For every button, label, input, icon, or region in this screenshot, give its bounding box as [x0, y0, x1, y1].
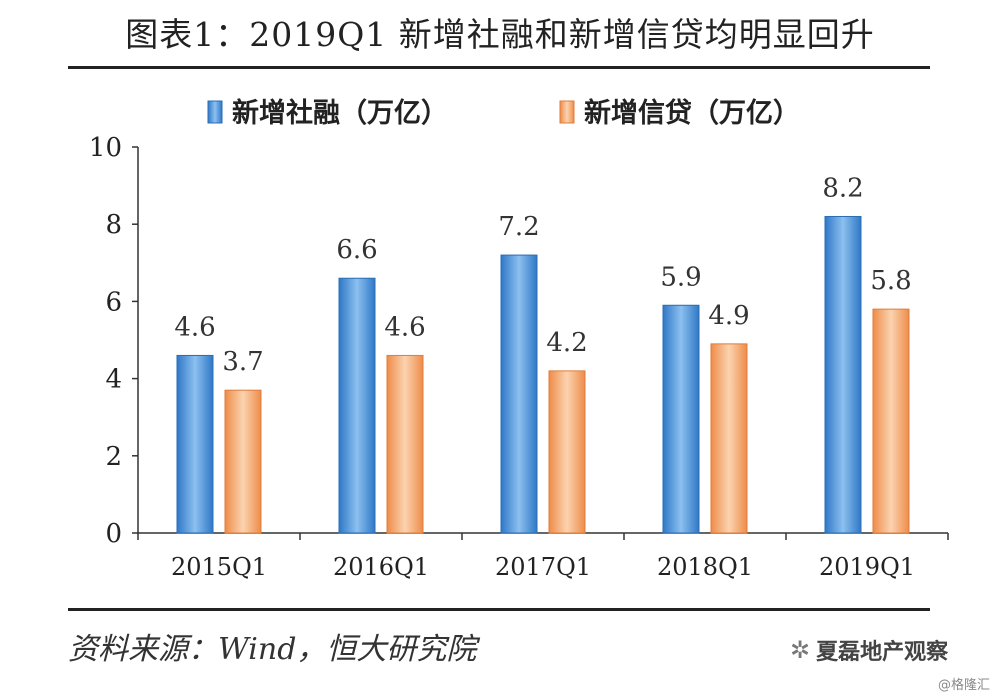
bar-series-2	[872, 308, 910, 534]
credit-label: @格隆汇	[938, 678, 991, 693]
y-tick-label: 2	[105, 442, 122, 472]
data-label: 5.8	[870, 266, 911, 296]
bar-series-2	[386, 354, 424, 534]
data-label: 8.2	[822, 173, 863, 203]
bar-series-2	[710, 343, 748, 534]
data-label: 4.2	[546, 328, 587, 358]
brand-label: 夏磊地产观察	[816, 640, 949, 665]
footer-divider	[68, 608, 930, 611]
data-labels: 4.63.76.64.67.24.25.94.98.25.8	[174, 173, 911, 377]
data-label: 5.9	[660, 262, 701, 292]
bar-chart: 新增社融（万亿） 新增信贷（万亿） 0 2 4 6 8 10 2015Q1 2016Q1 2017…	[89, 97, 949, 581]
x-tick-label: 2019Q1	[819, 553, 915, 581]
bar-series-2	[224, 389, 262, 534]
bars	[176, 215, 910, 534]
y-tick-label: 4	[105, 365, 122, 395]
data-label: 4.9	[708, 301, 749, 331]
x-tick-label: 2017Q1	[495, 553, 591, 581]
chart-title: 图表1：2019Q1 新增社融和新增信贷均明显回升	[125, 15, 875, 54]
y-tick-label: 8	[105, 210, 122, 240]
bar-series-1	[176, 354, 214, 534]
legend-swatch-1	[207, 100, 223, 124]
data-label: 7.2	[498, 212, 539, 242]
legend-label-1: 新增社融（万亿）	[232, 97, 448, 129]
y-tick-label: 0	[105, 519, 122, 549]
data-label: 4.6	[384, 312, 425, 342]
bar-series-1	[500, 254, 538, 534]
title-divider	[68, 66, 930, 69]
bar-series-1	[338, 277, 376, 534]
source-note: 资料来源：Wind，恒大研究院	[68, 632, 477, 667]
brand-watermark: ✲ 夏磊地产观察	[790, 634, 948, 666]
axes: 0 2 4 6 8 10 2015Q1 2016Q1 2017Q1 2018Q1 2019Q1	[89, 133, 949, 581]
x-tick-label: 2016Q1	[333, 553, 429, 581]
legend: 新增社融（万亿） 新增信贷（万亿）	[207, 97, 800, 129]
data-label: 6.6	[336, 235, 377, 265]
data-label: 4.6	[174, 312, 215, 342]
x-tick-label: 2018Q1	[657, 553, 753, 581]
y-tick-label: 6	[105, 287, 122, 317]
bar-series-1	[662, 304, 700, 534]
bar-series-1	[824, 215, 862, 534]
legend-label-2: 新增信贷（万亿）	[584, 97, 800, 129]
wechat-icon: ✲	[790, 636, 811, 664]
x-tick-label: 2015Q1	[171, 553, 267, 581]
data-label: 3.7	[222, 347, 263, 377]
bar-series-2	[548, 370, 586, 534]
legend-swatch-2	[559, 100, 575, 124]
y-tick-label: 10	[89, 133, 122, 163]
